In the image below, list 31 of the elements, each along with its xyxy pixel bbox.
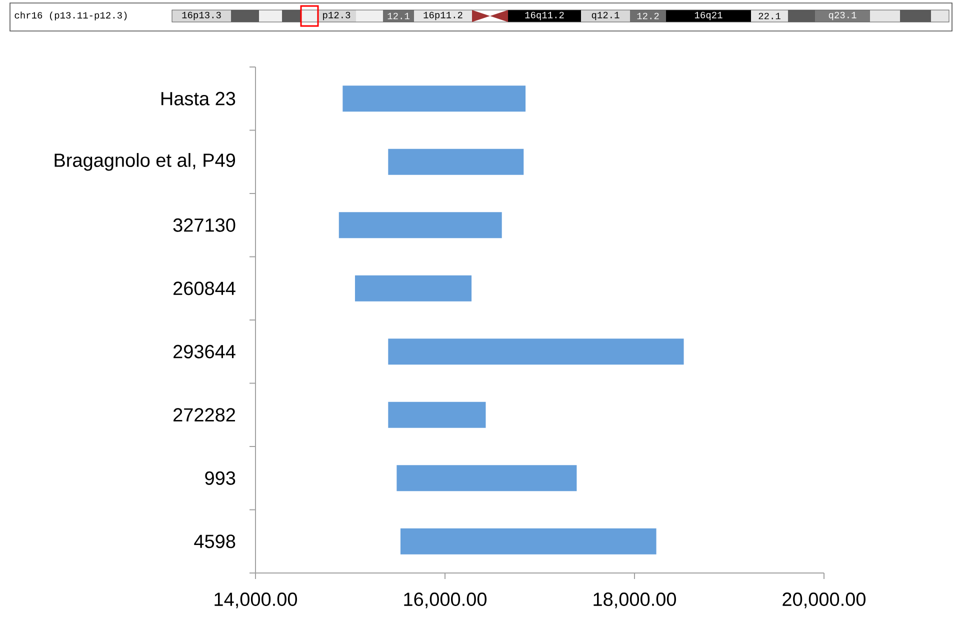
x-tick-label: 16,000.00 [404,592,487,608]
y-tick-label: Hasta 23 [161,92,236,106]
bar [338,212,502,238]
text: 12.1 [388,12,410,20]
y-tick-label: 272282 [174,408,235,422]
y-tick-label: 327130 [173,218,236,232]
y-tick-label: 293644 [174,344,236,358]
x-tick-label: 18,000.00 [594,592,676,608]
text: 16p11.2 [424,12,462,20]
text: 16q11.2 [525,12,564,20]
bar [354,275,472,302]
text: q23.1 [828,12,856,20]
bar [342,86,526,112]
text: chr16 (p13.11-p12.3) [14,12,127,20]
bar [400,528,656,554]
bar [388,338,684,365]
y-tick-label: 4598 [194,534,236,548]
y-tick-label: Bragagnolo et al, P49 [54,153,236,171]
text: q12.1 [592,12,620,20]
text: 16q21 [694,12,722,20]
text: 16p13.3 [182,12,221,20]
text: 22.1 [758,12,780,20]
text: p12.3 [323,12,350,20]
text: 12.2 [637,12,659,20]
bar [388,148,524,175]
bar [396,465,577,492]
x-tick-label: 20,000.00 [782,592,866,608]
y-tick-label: 260844 [174,282,236,296]
x-tick-label: 14,000.00 [214,592,298,608]
y-tick-label: 993 [205,471,236,485]
bar [388,402,486,428]
